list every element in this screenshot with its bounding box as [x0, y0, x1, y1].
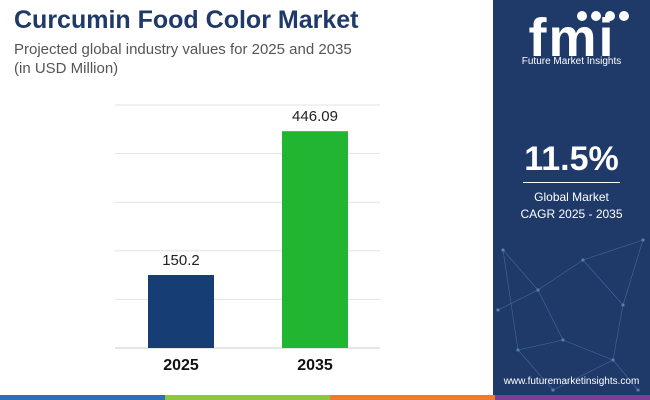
footer-stripe-orange [330, 395, 495, 400]
bar-chart: 150.2 2025 446.09 2035 [115, 104, 380, 374]
category-label-2035: 2035 [297, 357, 333, 374]
category-label-2025: 2025 [163, 357, 199, 374]
network-pattern [496, 238, 645, 392]
bar-2035 [282, 131, 348, 348]
cagr-label-line-1: Global Market [534, 190, 609, 204]
value-label-2035: 446.09 [292, 108, 338, 125]
chart-subtitle: Projected global industry values for 202… [14, 40, 352, 78]
subtitle-line-2: (in USD Million) [14, 60, 119, 77]
logo-subtitle: Future Market Insights [521, 56, 622, 67]
footer-stripe-purple [495, 395, 650, 400]
cagr-divider [523, 182, 620, 183]
side-panel: fmi Future Market Insights 11.5% Global … [493, 0, 650, 400]
chart-title: Curcumin Food Color Market [14, 6, 359, 34]
value-label-2025: 150.2 [162, 252, 200, 269]
cagr-value: 11.5% [524, 140, 619, 178]
footer-stripe-green [165, 395, 330, 400]
subtitle-line-1: Projected global industry values for 202… [14, 41, 352, 58]
cagr-label-line-2: CAGR 2025 - 2035 [520, 207, 623, 221]
footer-stripe-blue [0, 395, 165, 400]
fmi-logo: fmi [529, 8, 629, 68]
bar-2025 [148, 275, 214, 348]
website-link[interactable]: www.futuremarketinsights.com [503, 376, 640, 387]
